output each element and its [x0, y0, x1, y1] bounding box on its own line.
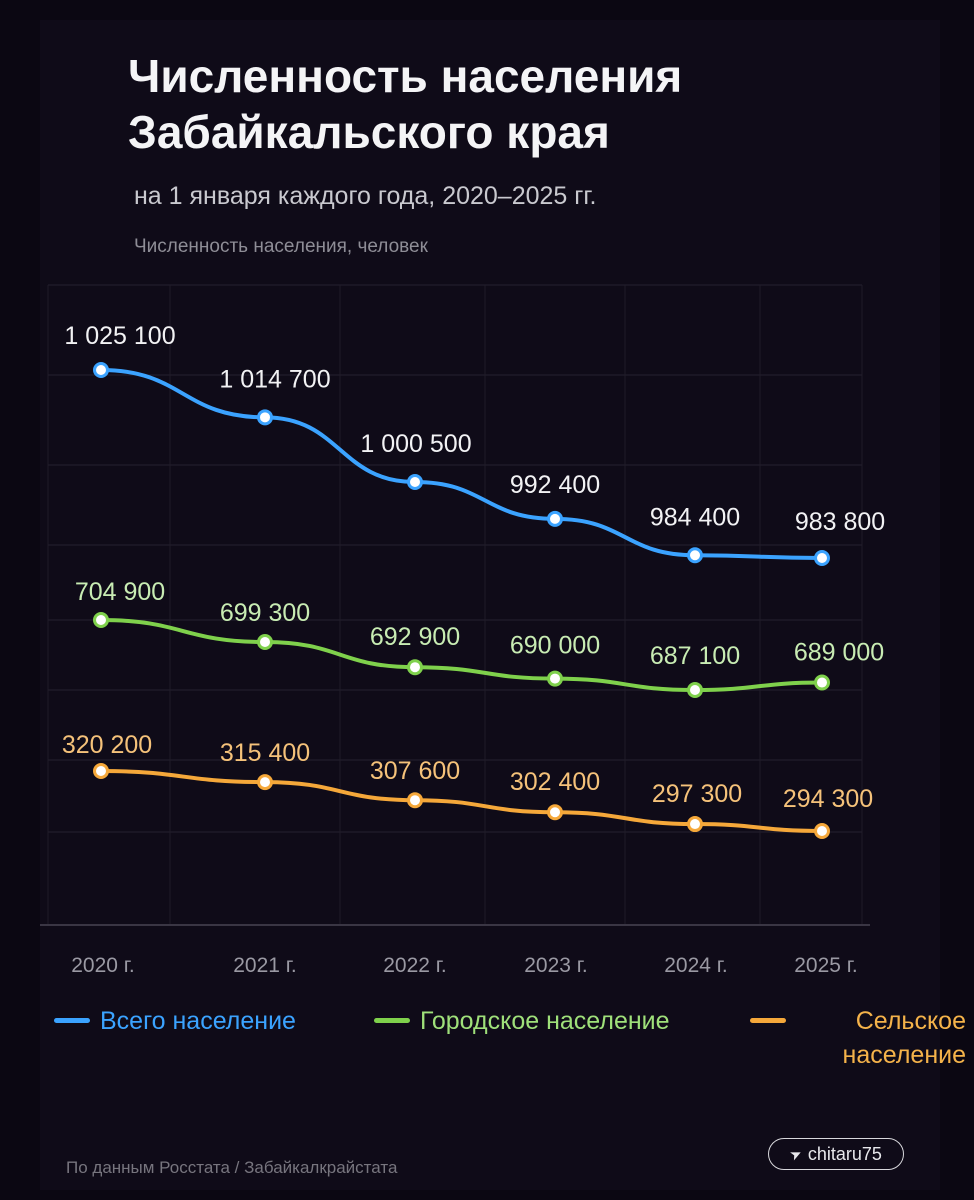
data-point — [93, 763, 109, 779]
data-label: 307 600 — [370, 757, 460, 785]
legend-item-rural: Сельское население — [750, 1004, 966, 1072]
legend-label-urban: Городское население — [420, 1007, 670, 1035]
data-point — [814, 550, 830, 566]
data-point — [257, 774, 273, 791]
data-point — [687, 547, 703, 564]
legend-label-rural: Сельское население — [842, 1007, 966, 1069]
data-point — [814, 823, 830, 839]
data-label: 687 100 — [650, 642, 740, 670]
channel-badge[interactable]: ➤ chitaru75 — [768, 1138, 904, 1170]
data-point — [93, 362, 109, 378]
source-note: По данным Росстата / Забайкалкрайстата — [66, 1158, 398, 1177]
line-chart: 2020 г. 2021 г. 2022 г. 2023 г. 2024 г. 2025 … — [40, 284, 885, 977]
data-label: 692 900 — [370, 623, 460, 651]
channel-badge-label: chitaru75 — [807, 1143, 882, 1164]
data-point — [687, 816, 703, 833]
data-label: 984 400 — [650, 503, 740, 531]
x-tick-label: 2025 г. — [794, 954, 857, 977]
legend-item-urban: Городское население — [374, 1004, 670, 1038]
data-label: 320 200 — [62, 731, 152, 759]
legend-item-total: Всего население — [54, 1004, 296, 1038]
data-label: 689 000 — [794, 639, 884, 667]
data-point — [547, 510, 563, 527]
y-axis-label: Численность населения, человек — [134, 236, 428, 257]
x-tick-label: 2022 г. — [383, 954, 446, 977]
data-point — [814, 674, 830, 691]
data-point — [93, 612, 109, 628]
data-point — [407, 473, 423, 490]
data-label: 1 025 100 — [64, 322, 175, 350]
data-label: 1 000 500 — [360, 430, 471, 458]
legend-swatch-total — [54, 1018, 90, 1023]
legend-swatch-urban — [374, 1018, 410, 1023]
data-point — [687, 682, 703, 698]
chart-panel — [40, 20, 940, 1190]
data-point — [407, 792, 423, 809]
data-label: 297 300 — [652, 780, 742, 808]
x-tick-label: 2020 г. — [71, 954, 134, 977]
data-label: 704 900 — [75, 578, 165, 606]
x-tick-label: 2023 г. — [524, 954, 587, 977]
data-label: 315 400 — [220, 739, 310, 767]
legend-swatch-rural — [750, 1018, 786, 1023]
data-point — [257, 409, 273, 426]
chart-subtitle: на 1 января каждого года, 2020–2025 гг. — [134, 182, 597, 210]
legend-label-total: Всего население — [100, 1007, 296, 1035]
data-point — [547, 670, 563, 687]
data-point — [407, 659, 423, 676]
data-point — [547, 804, 563, 821]
data-label: 992 400 — [510, 471, 600, 499]
page-title: Численность населения Забайкальского кра… — [128, 50, 683, 158]
data-label: 1 014 700 — [219, 365, 330, 393]
x-tick-label: 2024 г. — [664, 954, 727, 977]
telegram-icon: ➤ — [787, 1143, 805, 1164]
x-tick-label: 2021 г. — [233, 954, 296, 977]
data-label: 294 300 — [783, 785, 873, 813]
data-point — [257, 634, 273, 651]
data-label: 983 800 — [795, 508, 885, 536]
data-label: 699 300 — [220, 599, 310, 627]
data-label: 302 400 — [510, 768, 600, 796]
data-label: 690 000 — [510, 632, 600, 660]
